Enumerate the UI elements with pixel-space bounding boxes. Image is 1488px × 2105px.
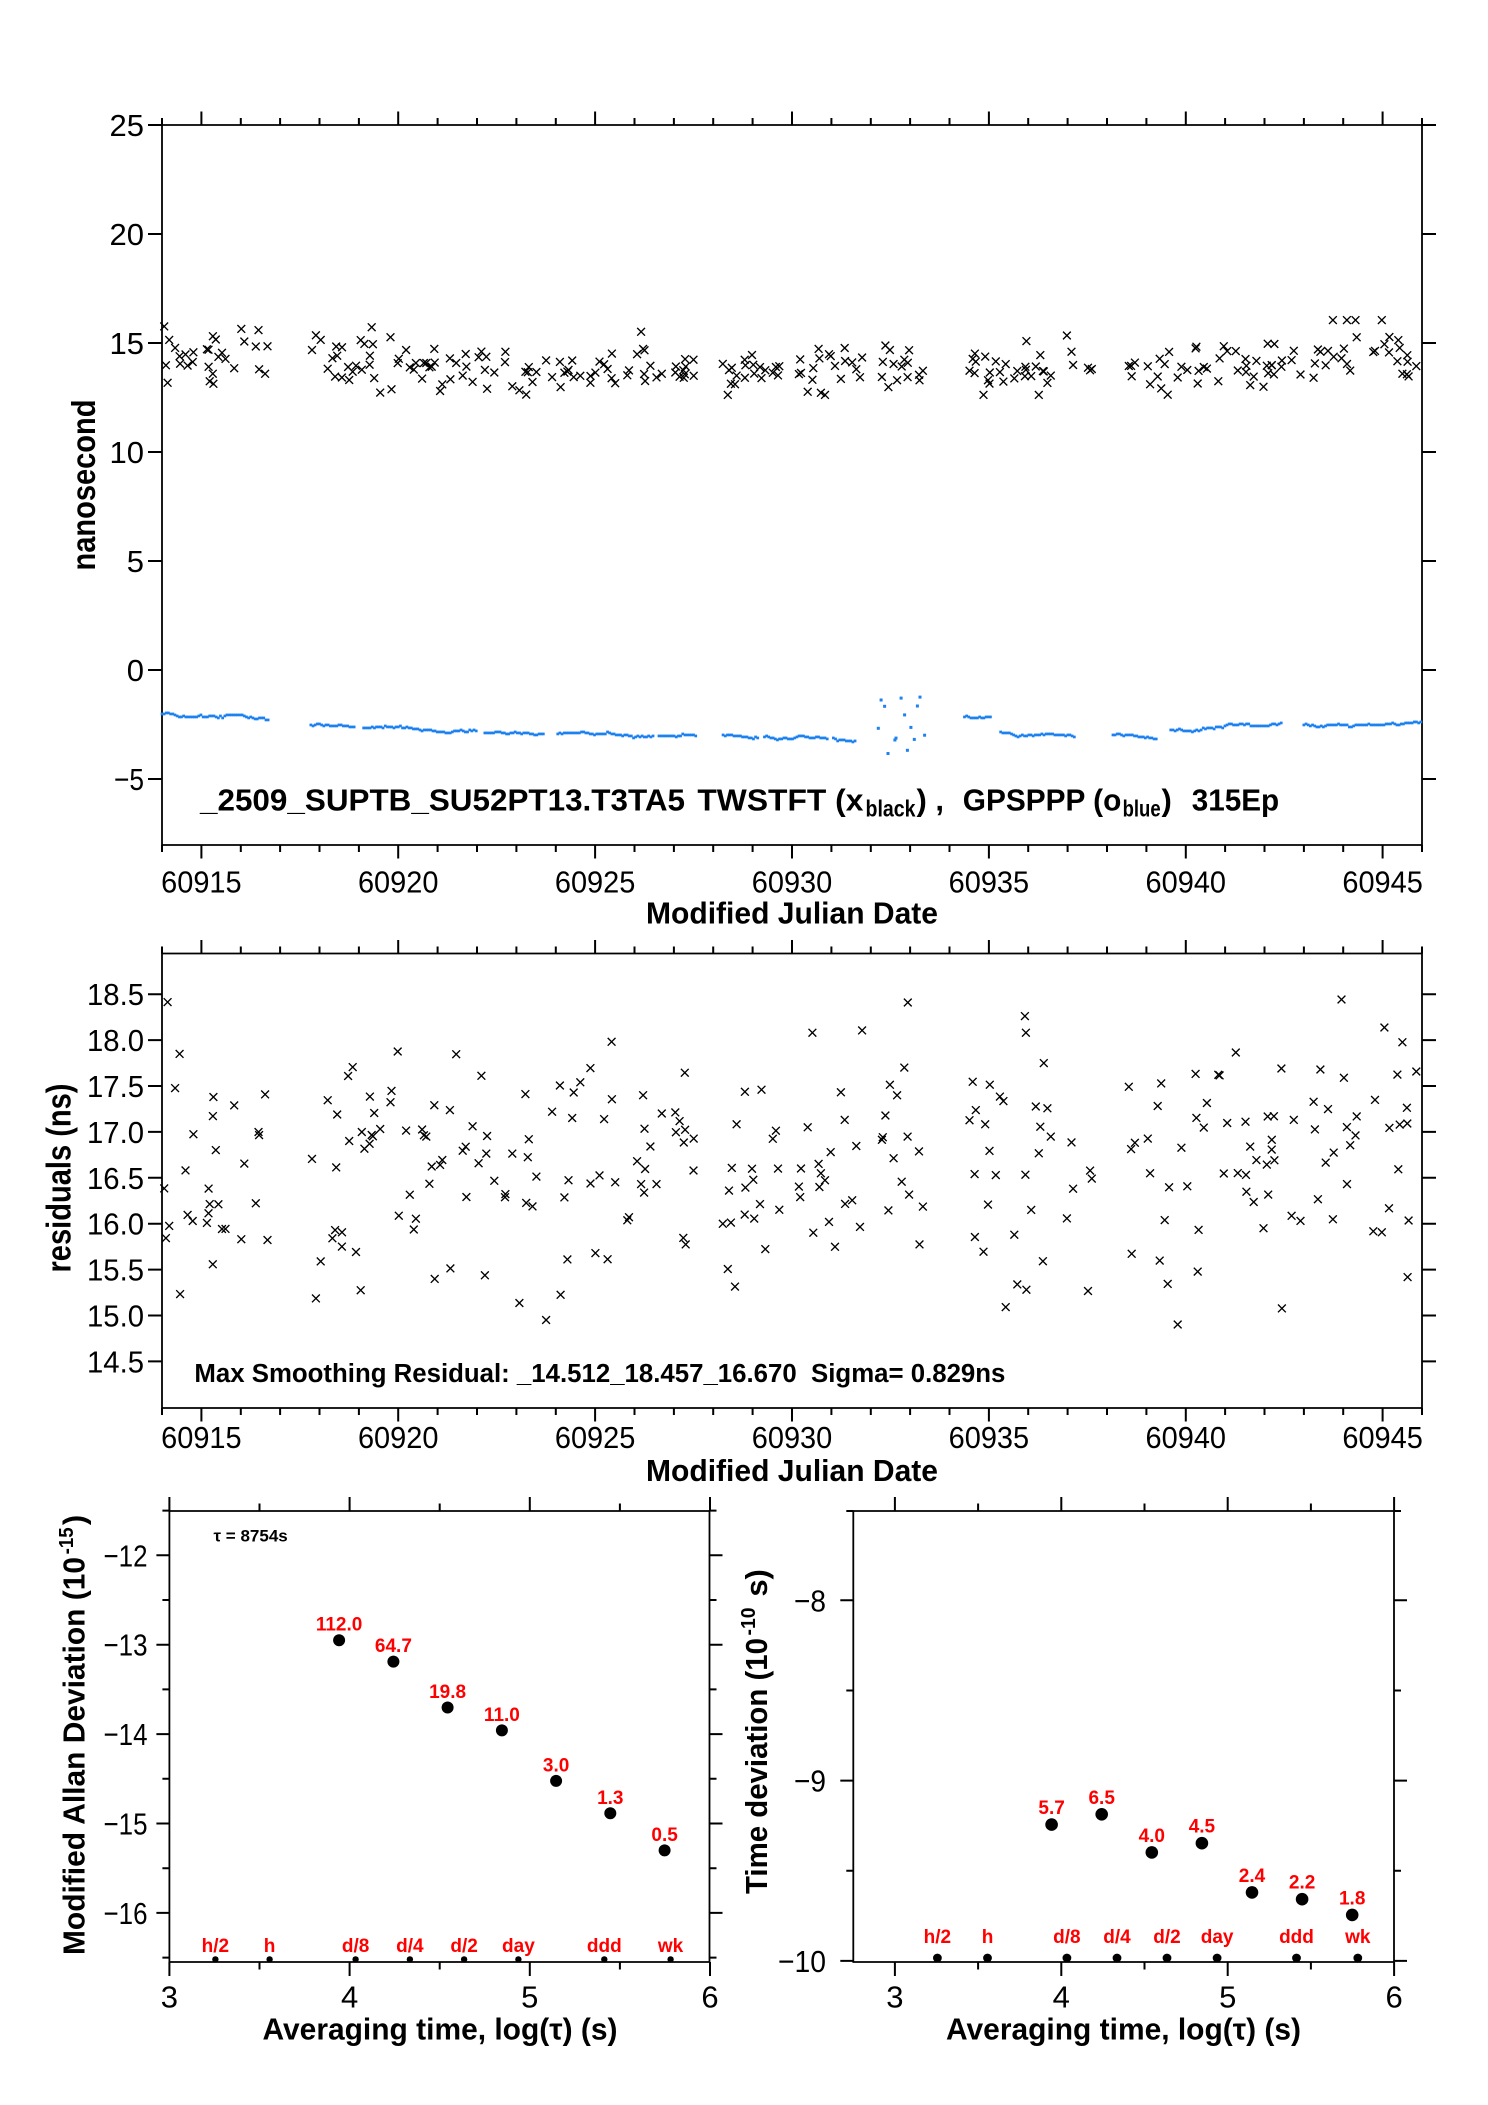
svg-text:10: 10 [110,435,144,470]
svg-text:16.0: 16.0 [87,1207,144,1242]
svg-text:Max Smoothing Residual: _14.51: Max Smoothing Residual: _14.512_18.457_1… [194,1360,1005,1388]
svg-text:): ) [57,1515,92,1525]
svg-text:60945: 60945 [1342,865,1423,900]
svg-text:15: 15 [110,326,144,361]
svg-text:GPSPPP (o: GPSPPP (o [963,783,1122,818]
svg-text:h/2: h/2 [924,1927,951,1948]
svg-text:15.5: 15.5 [87,1253,144,1288]
svg-text:60925: 60925 [555,865,636,900]
svg-text:-15: -15 [56,1527,78,1554]
svg-text:25: 25 [110,108,144,143]
svg-text:black: black [866,796,916,822]
svg-text:60920: 60920 [358,1420,439,1455]
svg-text:) ,: ) , [917,783,945,818]
svg-text:ddd: ddd [1279,1927,1314,1948]
svg-text:4.0: 4.0 [1139,1826,1165,1847]
svg-text:64.7: 64.7 [375,1636,412,1657]
svg-text:): ) [1162,783,1172,818]
svg-text:−15: −15 [104,1807,148,1842]
svg-text:_2509_SUPTB_SU52PT13.T3TA5: _2509_SUPTB_SU52PT13.T3TA5 [199,783,685,818]
svg-text:Averaging time, log(τ) (s): Averaging time, log(τ) (s) [946,2012,1301,2047]
svg-text:d/4: d/4 [1103,1927,1131,1948]
svg-text:d/2: d/2 [1153,1927,1180,1948]
svg-text:ddd: ddd [587,1936,622,1957]
svg-text:nanosecond: nanosecond [65,400,102,571]
svg-text:−13: −13 [104,1628,148,1663]
svg-text:16.5: 16.5 [87,1161,144,1196]
svg-text:day: day [502,1936,535,1957]
svg-text:day: day [1201,1927,1234,1948]
svg-text:60925: 60925 [555,1420,636,1455]
svg-text:3.0: 3.0 [543,1755,569,1776]
svg-text:−12: −12 [104,1538,148,1573]
svg-text:60935: 60935 [949,1420,1030,1455]
svg-text:5: 5 [521,1980,538,2015]
svg-text:18.0: 18.0 [87,1023,144,1058]
svg-text:0.5: 0.5 [651,1825,678,1846]
svg-text:11.0: 11.0 [484,1705,520,1726]
svg-text:Modified Allan Deviation (10: Modified Allan Deviation (10 [57,1557,92,1955]
svg-text:−5: −5 [114,762,144,797]
svg-text:18.5: 18.5 [87,977,144,1012]
svg-text:−8: −8 [794,1583,826,1618]
svg-text:1.3: 1.3 [597,1788,623,1809]
svg-text:60930: 60930 [752,865,833,900]
svg-text:h/2: h/2 [202,1936,229,1957]
svg-text:TWSTFT (x: TWSTFT (x [697,783,864,818]
svg-text:60915: 60915 [161,1420,242,1455]
svg-text:6.5: 6.5 [1088,1788,1115,1809]
svg-text:4.5: 4.5 [1189,1817,1216,1838]
svg-text:wk: wk [1344,1927,1371,1948]
svg-text:19.8: 19.8 [429,1682,466,1703]
svg-text:17.5: 17.5 [87,1069,144,1104]
svg-text:blue: blue [1123,796,1161,822]
svg-text:d/4: d/4 [396,1936,424,1957]
svg-text:s): s) [739,1569,774,1605]
svg-text:6: 6 [1385,1980,1402,2015]
svg-text:5: 5 [1219,1980,1236,2015]
svg-text:14.5: 14.5 [87,1344,144,1379]
svg-text:−10: −10 [778,1944,826,1979]
svg-text:0: 0 [127,653,144,688]
svg-text:60915: 60915 [161,865,242,900]
svg-text:60945: 60945 [1342,1420,1423,1455]
svg-text:d/8: d/8 [1053,1927,1080,1948]
svg-text:60940: 60940 [1146,865,1227,900]
svg-text:h: h [982,1927,994,1948]
svg-text:60940: 60940 [1146,1420,1227,1455]
svg-text:τ = 8754s: τ = 8754s [214,1527,288,1546]
svg-text:4: 4 [341,1980,358,2015]
svg-text:−9: −9 [794,1764,826,1799]
svg-text:−16: −16 [104,1896,148,1931]
svg-text:15.0: 15.0 [87,1299,144,1334]
svg-text:2.2: 2.2 [1289,1873,1315,1894]
svg-text:5: 5 [127,544,144,579]
svg-text:−14: −14 [104,1717,148,1752]
svg-text:17.0: 17.0 [87,1115,144,1150]
svg-text:112.0: 112.0 [316,1615,363,1636]
svg-text:2.4: 2.4 [1239,1866,1266,1887]
svg-text:d/8: d/8 [342,1936,369,1957]
svg-text:Averaging time, log(τ) (s): Averaging time, log(τ) (s) [263,2012,618,2047]
svg-text:d/2: d/2 [450,1936,477,1957]
svg-text:wk: wk [657,1936,684,1957]
svg-text:4: 4 [1053,1980,1070,2015]
svg-text:315Ep: 315Ep [1192,783,1280,818]
svg-text:Modified Julian Date: Modified Julian Date [646,1453,938,1488]
svg-text:60935: 60935 [949,865,1030,900]
svg-text:60930: 60930 [752,1420,833,1455]
svg-text:3: 3 [161,1980,178,2015]
svg-text:60920: 60920 [358,865,439,900]
svg-text:residuals (ns): residuals (ns) [41,1084,79,1273]
svg-text:5.7: 5.7 [1038,1798,1064,1819]
svg-text:20: 20 [110,217,144,252]
svg-text:6: 6 [701,1980,718,2015]
svg-text:3: 3 [886,1980,903,2015]
svg-text:h: h [264,1936,276,1957]
svg-text:Modified Julian Date: Modified Julian Date [646,896,938,931]
svg-text:-10: -10 [738,1608,760,1636]
svg-text:1.8: 1.8 [1339,1888,1365,1909]
svg-text:Time deviation (10: Time deviation (10 [739,1638,774,1894]
